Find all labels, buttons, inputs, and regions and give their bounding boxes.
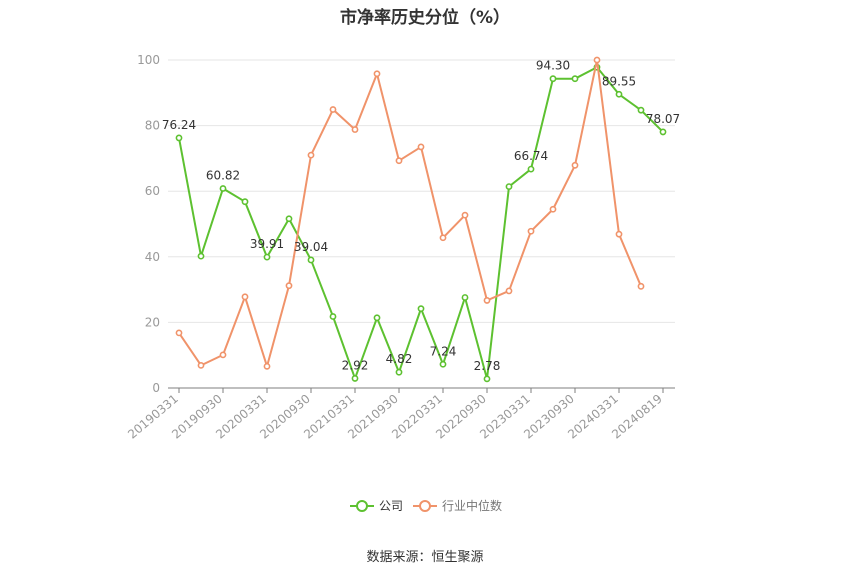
data-point	[615, 90, 623, 98]
series-line-company	[178, 66, 664, 380]
data-point	[505, 287, 513, 295]
data-label: 78.07	[646, 112, 680, 126]
legend[interactable]: 公司 行业中位数	[350, 498, 502, 513]
data-label: 89.55	[602, 74, 636, 88]
data-point	[175, 329, 183, 337]
data-point	[439, 234, 447, 242]
data-point	[637, 282, 645, 290]
y-tick-label: 60	[145, 184, 160, 198]
series	[175, 56, 667, 383]
axes: 0204060801002019033120190930202003312020…	[125, 53, 675, 442]
data-point	[417, 305, 425, 313]
data-label: 60.82	[206, 169, 240, 183]
data-point	[549, 205, 557, 213]
legend-label: 公司	[379, 499, 403, 513]
data-label: 39.04	[294, 240, 328, 254]
data-point	[593, 56, 601, 64]
y-tick-label: 0	[152, 381, 160, 395]
data-label: 94.30	[536, 59, 570, 73]
data-point	[329, 106, 337, 113]
data-point	[527, 165, 535, 173]
data-point	[417, 143, 425, 151]
data-point	[285, 215, 293, 223]
data-point	[527, 227, 535, 235]
data-point	[219, 351, 227, 359]
legend-marker	[419, 500, 431, 512]
series-line-industry-median	[178, 59, 642, 368]
data-label: 2.78	[474, 359, 501, 373]
data-point	[483, 375, 491, 383]
legend-label: 行业中位数	[442, 498, 502, 513]
data-point	[659, 128, 667, 136]
data-point	[197, 252, 205, 260]
y-tick-label: 80	[145, 119, 160, 133]
grid-lines	[168, 59, 675, 323]
data-point	[373, 70, 381, 78]
chart-title: 市净率历史分位（%）	[339, 8, 511, 28]
data-point	[351, 375, 359, 382]
data-point	[549, 75, 557, 83]
y-tick-label: 100	[137, 53, 160, 67]
data-point	[505, 183, 513, 191]
data-point	[395, 368, 403, 376]
data-point	[241, 293, 249, 301]
data-point	[615, 230, 623, 238]
data-point	[197, 361, 205, 369]
data-point	[285, 282, 293, 290]
data-point	[329, 313, 337, 320]
data-point	[483, 297, 491, 304]
legend-marker	[356, 500, 368, 512]
data-labels: 76.24 60.82 39.91 39.04 2.92 4.82 7.24 2.78 66.7…	[162, 59, 680, 373]
y-tick-label: 40	[145, 250, 160, 264]
data-point	[637, 106, 645, 114]
data-point	[395, 157, 403, 165]
data-label: 7.24	[430, 344, 457, 358]
data-source-note: 数据来源：恒生聚源	[366, 550, 484, 565]
data-label: 2.92	[342, 358, 369, 372]
data-label: 4.82	[386, 352, 413, 366]
data-label: 66.74	[514, 149, 548, 163]
data-point	[571, 75, 579, 83]
data-point	[263, 362, 271, 370]
data-point	[175, 134, 183, 142]
data-point	[351, 126, 359, 133]
data-point	[263, 253, 271, 261]
data-point	[461, 294, 469, 301]
data-label: 76.24	[162, 118, 196, 132]
data-point	[241, 198, 249, 206]
data-point	[307, 151, 315, 159]
data-label: 39.91	[250, 237, 284, 251]
data-point	[571, 161, 579, 169]
data-point	[439, 360, 447, 368]
y-tick-label: 20	[145, 315, 160, 329]
data-point	[373, 314, 381, 322]
data-point	[461, 211, 469, 219]
data-point	[307, 256, 315, 264]
data-point	[219, 185, 227, 192]
